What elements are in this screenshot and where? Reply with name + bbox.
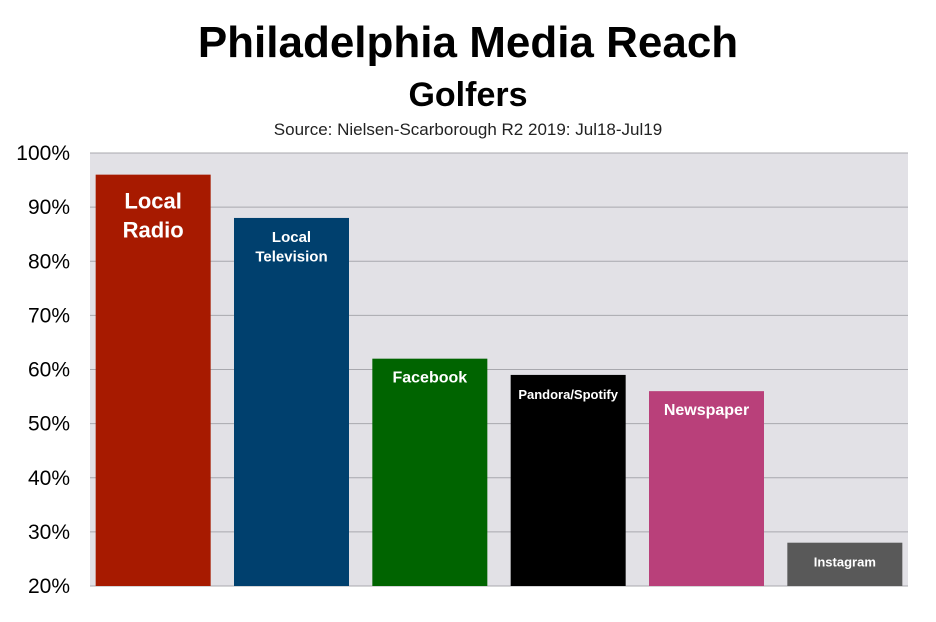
y-tick-label: 30%: [28, 521, 70, 544]
bar-label: Local: [272, 229, 311, 246]
bar-label: Instagram: [814, 555, 876, 570]
y-tick-label: 90%: [28, 196, 70, 219]
y-tick-label: 20%: [28, 575, 70, 598]
bar: [234, 217, 349, 586]
y-tick-label: 70%: [28, 304, 70, 327]
y-tick-label: 80%: [28, 250, 70, 273]
bar: [649, 391, 764, 586]
y-tick-label: 40%: [28, 467, 70, 490]
bar: [372, 358, 488, 586]
chart-subtitle: Golfers: [408, 76, 528, 114]
bar-label: Local: [124, 189, 181, 214]
bar: [787, 542, 903, 586]
bar-label: Television: [255, 248, 327, 265]
bar: [95, 174, 211, 586]
bar-label: Radio: [123, 217, 184, 242]
bar-label: Pandora/Spotify: [518, 387, 618, 402]
bar-label: Newspaper: [664, 402, 749, 419]
y-tick-label: 60%: [28, 359, 70, 382]
bar-label: Facebook: [392, 370, 467, 387]
chart-title: Philadelphia Media Reach: [197, 18, 739, 67]
chart-source: Source: Nielsen-Scarborough R2 2019: Jul…: [273, 120, 663, 139]
bar: [510, 374, 626, 586]
y-tick-label: 50%: [28, 413, 70, 436]
y-tick-label: 100%: [16, 142, 70, 165]
